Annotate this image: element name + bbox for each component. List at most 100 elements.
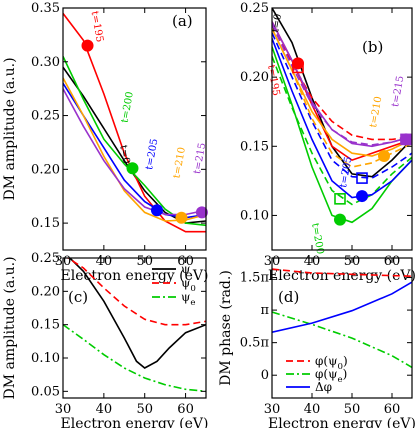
y-tick-label: 0.10 xyxy=(31,351,60,366)
series-line xyxy=(272,38,412,199)
legend-label: ψ0 xyxy=(181,276,196,294)
y-tick-label: 0.15 xyxy=(31,318,60,333)
legend-text-tail: ) xyxy=(343,367,348,381)
legend-text-sub: e xyxy=(338,375,343,385)
x-axis-label: Electron energy (eV) xyxy=(61,416,209,428)
legend-text-base: φ(ψ xyxy=(315,354,338,368)
y-tick-label: 1.5π xyxy=(240,271,270,286)
x-axis-label: Electron energy (eV) xyxy=(268,416,415,428)
series-line xyxy=(272,56,412,206)
series-annotation: t=0 xyxy=(270,13,284,33)
series-annotation: t=210 xyxy=(172,146,188,179)
legend-text-base: Δφ xyxy=(315,380,332,394)
y-tick-label: 0.20 xyxy=(31,284,60,299)
data-marker xyxy=(356,190,368,203)
series-line xyxy=(272,8,412,178)
series-annotation: t=200 xyxy=(120,91,136,124)
series-line xyxy=(63,324,206,393)
series-line xyxy=(272,311,412,369)
legend-label: ψe xyxy=(181,290,196,308)
panel-label: (b) xyxy=(362,38,383,56)
panel-label: (d) xyxy=(278,288,299,306)
data-marker xyxy=(334,213,346,226)
x-tick-label: 30 xyxy=(55,402,72,417)
y-tick-label: 0.35 xyxy=(31,1,60,16)
series-line xyxy=(68,258,206,369)
series-annotation: t=200 xyxy=(309,222,325,255)
legend-text-tail: ) xyxy=(343,354,348,368)
series-group xyxy=(272,268,412,369)
data-marker xyxy=(292,61,304,74)
legend-text-sub: 0 xyxy=(338,362,344,372)
y-tick-label: 0.15 xyxy=(240,139,269,154)
legend-label: ψ xyxy=(181,262,190,276)
series-annotation: t=195 xyxy=(89,10,105,43)
y-axis-label: DM amplitude (a.u.) xyxy=(2,256,18,399)
y-tick-label: 0.05 xyxy=(31,384,60,399)
series-line xyxy=(272,24,412,146)
data-marker xyxy=(400,133,412,146)
y-tick-label: 0.25 xyxy=(31,109,60,124)
series-line xyxy=(66,258,206,326)
series-line xyxy=(63,56,206,227)
x-tick-label: 30 xyxy=(264,402,281,417)
series-line xyxy=(272,268,412,277)
series-line xyxy=(272,24,412,141)
plot-frame xyxy=(62,257,207,399)
series-line xyxy=(272,281,412,333)
y-tick-label: 0.25 xyxy=(31,251,60,266)
series-annotation: t=205 xyxy=(144,138,160,171)
data-marker xyxy=(81,39,94,52)
legend-label: φ(ψe) xyxy=(315,367,347,385)
data-marker xyxy=(126,162,139,175)
legend-label: Δφ xyxy=(315,380,332,394)
y-tick-label: π xyxy=(260,303,269,318)
series-annotation: t=195 xyxy=(265,64,281,97)
legend-label: φ(ψ0) xyxy=(315,354,348,372)
series-group xyxy=(272,8,412,224)
panel-label: (a) xyxy=(172,12,193,30)
series-annotation: t=0 xyxy=(117,144,131,164)
data-marker xyxy=(400,133,412,146)
series-annotation: t=210 xyxy=(368,96,384,129)
x-tick-label: 60 xyxy=(384,402,401,417)
series-line xyxy=(272,32,412,179)
plot-frame xyxy=(62,7,207,251)
legend-text-base: ψ xyxy=(181,290,190,304)
x-tick-label: 40 xyxy=(96,402,113,417)
legend-text-sub: e xyxy=(190,298,195,308)
y-tick-label: 0 xyxy=(261,368,269,383)
x-tick-label: 50 xyxy=(136,402,153,417)
data-marker xyxy=(334,193,346,205)
data-marker xyxy=(378,149,390,162)
y-axis-label: DM amplitude (a.u.) xyxy=(2,57,18,200)
legend-text-base: ψ xyxy=(181,262,190,276)
series-annotation: t=205 xyxy=(338,156,354,189)
legend-text-sub: 0 xyxy=(190,284,196,294)
y-tick-label: 0.25 xyxy=(240,1,269,16)
data-marker xyxy=(195,206,208,219)
x-tick-label: 60 xyxy=(177,402,194,417)
series-annotation: t=215 xyxy=(390,75,406,108)
series-annotation: t=215 xyxy=(192,142,208,175)
y-axis-label: DM phase (rad.) xyxy=(218,270,234,386)
panel-label: (c) xyxy=(68,288,88,306)
y-tick-label: 0.20 xyxy=(240,70,269,85)
x-tick-label: 40 xyxy=(304,402,321,417)
legend-text-base: ψ xyxy=(181,276,190,290)
y-tick-label: 0.20 xyxy=(31,162,60,177)
series-line xyxy=(272,28,412,157)
series-line xyxy=(63,66,206,224)
y-tick-label: 0.10 xyxy=(240,208,269,223)
x-axis-label: Electron energy (eV) xyxy=(61,268,209,284)
plot-frame xyxy=(271,257,413,399)
x-axis-label: Electron energy (eV) xyxy=(268,268,415,284)
y-tick-label: 0.15 xyxy=(31,216,60,231)
plot-frame xyxy=(271,7,413,251)
y-tick-label: 0.30 xyxy=(31,55,60,70)
